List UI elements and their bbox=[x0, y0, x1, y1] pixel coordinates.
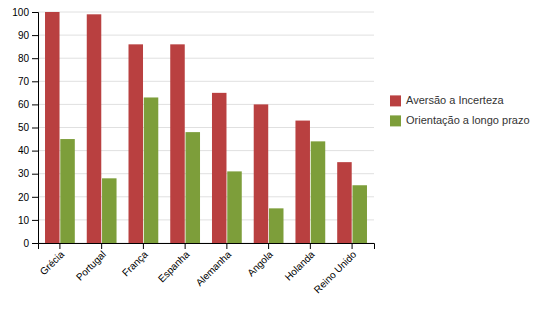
tick-mark bbox=[101, 243, 102, 249]
tick-label: 90 bbox=[18, 30, 30, 41]
tick: 60 bbox=[18, 99, 38, 110]
bar bbox=[212, 93, 227, 243]
tick: 90 bbox=[18, 30, 38, 41]
tick-label: 50 bbox=[18, 122, 30, 133]
bar-series bbox=[60, 97, 367, 243]
tick: Alemanha bbox=[194, 243, 234, 288]
tick-mark bbox=[310, 243, 311, 249]
tick: Angola bbox=[245, 243, 275, 278]
tick-mark bbox=[32, 12, 38, 13]
legend: Aversão a Incerteza Orientação a longo pr… bbox=[390, 94, 530, 126]
tick: Espanha bbox=[156, 243, 192, 284]
tick-label: Angola bbox=[245, 248, 275, 278]
tick-mark bbox=[32, 151, 38, 152]
bar bbox=[227, 171, 242, 243]
tick: Portugal bbox=[74, 243, 108, 283]
tick-label: 70 bbox=[18, 76, 30, 87]
tick: 10 bbox=[18, 215, 38, 226]
bars bbox=[45, 12, 367, 243]
bar bbox=[45, 12, 60, 243]
bar bbox=[337, 162, 352, 243]
tick-mark bbox=[59, 243, 60, 249]
tick-label: 30 bbox=[18, 168, 30, 179]
legend-item: Orientação a longo prazo bbox=[390, 114, 530, 126]
tick: 70 bbox=[18, 76, 38, 87]
tick: 30 bbox=[18, 168, 38, 179]
tick-label: Portugal bbox=[74, 249, 108, 283]
bar bbox=[295, 121, 310, 243]
tick-mark bbox=[185, 243, 186, 249]
chart: 0 10 20 30 40 50 60 70 80 90 100 GréciaPortugal Fran… bbox=[0, 0, 534, 315]
tick-label: 0 bbox=[23, 238, 29, 249]
legend-label: Orientação a longo prazo bbox=[406, 114, 530, 126]
tick-label: Alemanha bbox=[194, 248, 234, 288]
tick: 100 bbox=[12, 7, 38, 18]
tick-label: 60 bbox=[18, 99, 30, 110]
tick-label: 40 bbox=[18, 145, 30, 156]
tick-mark bbox=[32, 104, 38, 105]
tick-mark bbox=[32, 243, 38, 244]
bar bbox=[352, 185, 367, 243]
tick-label: França bbox=[120, 248, 150, 278]
tick-mark bbox=[32, 197, 38, 198]
tick-label: Holanda bbox=[283, 248, 317, 282]
bar bbox=[129, 44, 144, 243]
tick-mark bbox=[32, 35, 38, 36]
tick-mark bbox=[143, 243, 144, 249]
tick-label: 10 bbox=[18, 215, 30, 226]
legend-item: Aversão a Incerteza bbox=[390, 94, 505, 106]
bar bbox=[311, 141, 326, 243]
tick-mark bbox=[352, 243, 353, 249]
tick-mark bbox=[32, 81, 38, 82]
tick: 50 bbox=[18, 122, 38, 133]
bar-series bbox=[45, 12, 352, 243]
tick: Holanda bbox=[283, 243, 317, 283]
axis-line bbox=[32, 13, 39, 244]
x-axis: GréciaPortugal FrançaEspanhaAlemanha Angol… bbox=[38, 243, 375, 295]
tick-label: Espanha bbox=[156, 248, 192, 284]
axis-line bbox=[39, 244, 375, 250]
bar bbox=[144, 97, 159, 243]
tick-mark bbox=[226, 243, 227, 249]
tick: Grécia bbox=[38, 243, 67, 277]
legend-swatch bbox=[390, 115, 401, 126]
tick-label: 80 bbox=[18, 53, 30, 64]
bar bbox=[87, 14, 102, 243]
grid bbox=[38, 12, 374, 243]
bar bbox=[102, 178, 117, 243]
grid-line bbox=[38, 12, 374, 13]
y-axis: 0 10 20 30 40 50 60 70 80 90 100 bbox=[12, 7, 38, 249]
tick-label: 100 bbox=[12, 7, 29, 18]
tick-label: Reino Unido bbox=[312, 248, 359, 295]
tick: França bbox=[120, 243, 150, 278]
bar bbox=[254, 104, 269, 243]
bar bbox=[170, 44, 185, 243]
tick: 20 bbox=[18, 192, 38, 203]
bar bbox=[186, 132, 201, 243]
tick-label: 20 bbox=[18, 192, 30, 203]
tick-mark bbox=[268, 243, 269, 249]
plot: 0 10 20 30 40 50 60 70 80 90 100 GréciaPortugal Fran… bbox=[12, 7, 374, 296]
tick: 80 bbox=[18, 53, 38, 64]
tick-label: Grécia bbox=[38, 248, 67, 277]
tick: 0 bbox=[23, 238, 38, 249]
tick: 40 bbox=[18, 145, 38, 156]
bar bbox=[60, 139, 75, 243]
tick-mark bbox=[32, 128, 38, 129]
tick-mark bbox=[32, 220, 38, 221]
tick: Reino Unido bbox=[312, 243, 359, 295]
tick-mark bbox=[32, 58, 38, 59]
legend-swatch bbox=[390, 95, 401, 106]
legend-label: Aversão a Incerteza bbox=[406, 94, 505, 106]
tick-mark bbox=[32, 174, 38, 175]
bar bbox=[269, 208, 284, 243]
